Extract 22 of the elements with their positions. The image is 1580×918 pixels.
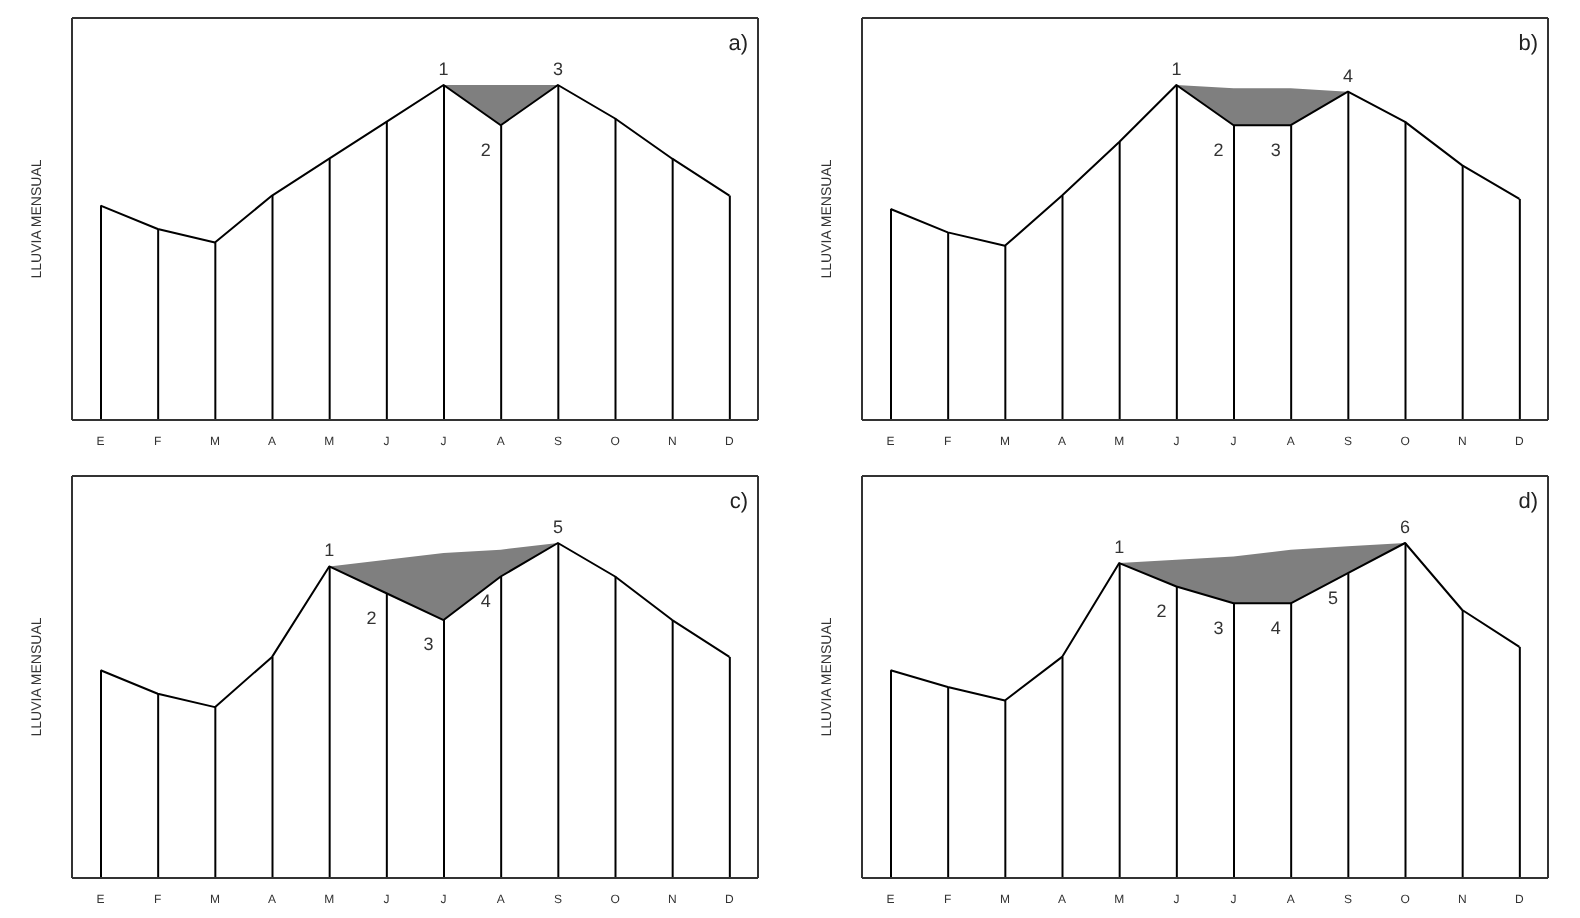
annotation: 4	[1270, 617, 1281, 638]
annotation: 4	[1342, 65, 1353, 86]
chart-title: a)	[728, 32, 748, 56]
annotation: 4	[480, 590, 491, 611]
chart-title: b)	[1518, 32, 1538, 56]
annotation: 1	[1114, 537, 1125, 558]
annotation: 5	[1327, 587, 1338, 608]
text: 5	[552, 517, 563, 537]
annotation: 3	[1270, 139, 1281, 160]
annotation: 3	[1213, 617, 1224, 638]
text: 3	[552, 59, 563, 79]
annotation: 2	[366, 607, 377, 628]
annotation: 2	[1156, 600, 1167, 621]
text: 6	[1400, 517, 1411, 537]
annotation: 3	[423, 634, 434, 655]
chart-title: c)	[729, 490, 748, 514]
text: 1	[1171, 59, 1182, 79]
text: 1	[438, 59, 449, 79]
chart-title: d)	[1518, 490, 1538, 514]
annotation: 2	[480, 139, 491, 160]
annotation: 2	[1213, 139, 1224, 160]
annotation: 1	[324, 540, 335, 561]
